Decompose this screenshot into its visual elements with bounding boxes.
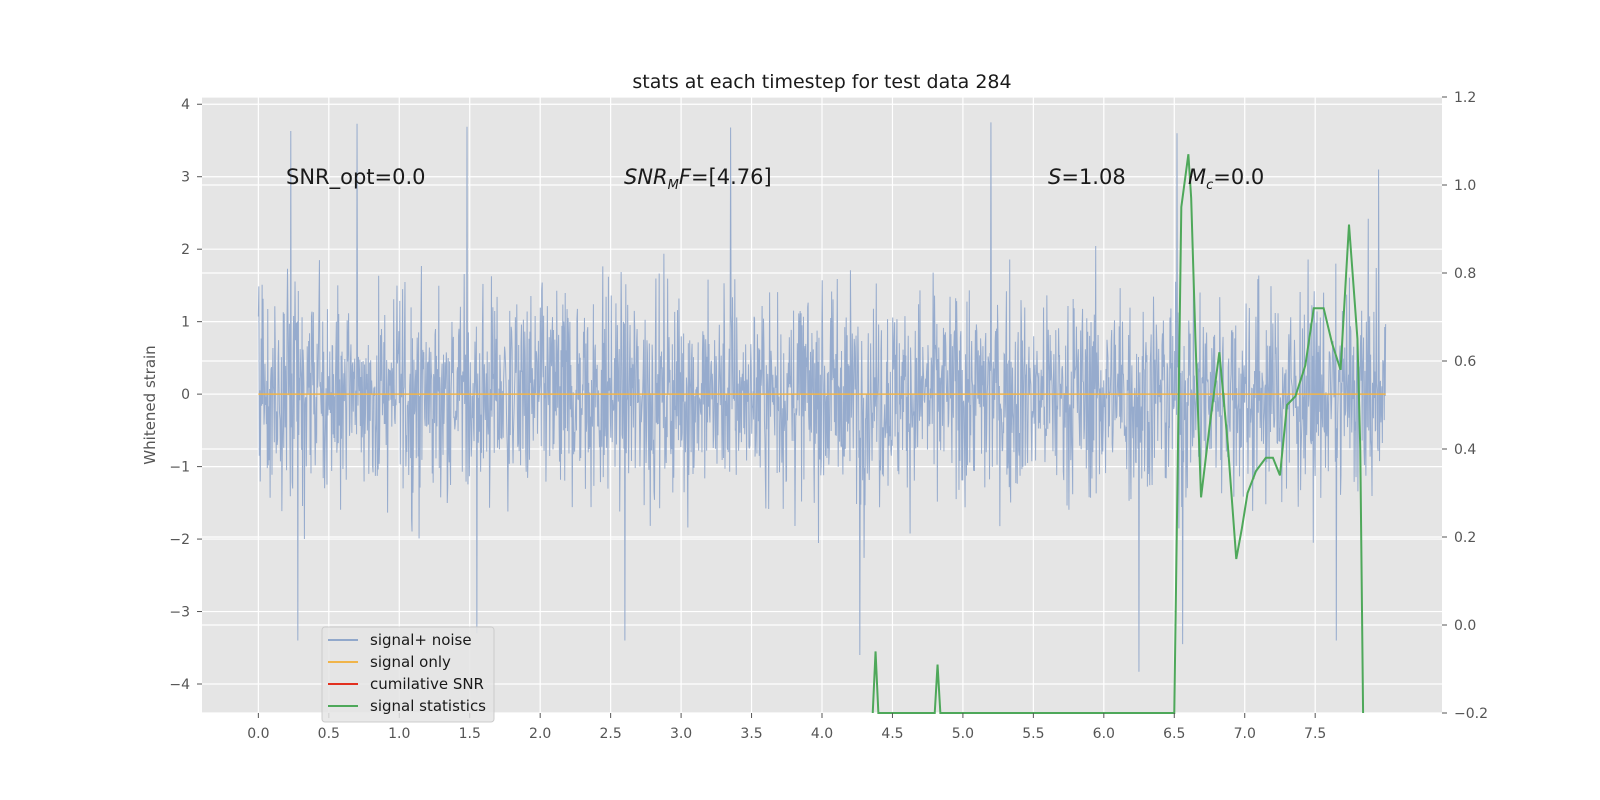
x-tick-label: 0.0: [247, 726, 269, 742]
y2-tick-label: 0.0: [1454, 618, 1476, 634]
annotation-mc: Mc=0.0: [1188, 165, 1264, 193]
legend-label-signal-only: signal only: [370, 653, 451, 671]
annotation-s: S=1.08: [1048, 165, 1126, 189]
y-tick-label: 4: [181, 97, 190, 113]
noise-trace: [257, 122, 1387, 672]
chart-title: stats at each timestep for test data 284: [632, 71, 1011, 93]
x-tick-label: 5.0: [952, 726, 974, 742]
series-signal-noise: [257, 122, 1387, 672]
y-tick-label: −4: [169, 677, 190, 693]
y-axis-ticks: 4 3 2 1 0 −1 −2 −3 −4: [169, 97, 202, 693]
series-signal-statistics-line: [871, 154, 1365, 714]
x-tick-label: 2.5: [600, 726, 622, 742]
y2-tick-label: 0.4: [1454, 442, 1476, 458]
x-tick-label: 5.5: [1022, 726, 1044, 742]
y-tick-label: −2: [169, 532, 190, 548]
annotation-snr-mf: SNRMF=[4.76]: [624, 165, 772, 193]
y-tick-label: −1: [169, 460, 190, 476]
x-axis-ticks: 0.0 0.5 1.0 1.5 2.0 2.5 3.0 3.5 4.0 4.5 5.0 5.5 6.0 6…: [247, 713, 1326, 742]
x-tick-label: 1.0: [388, 726, 410, 742]
y2-tick-label: 1.0: [1454, 178, 1476, 194]
y2-tick-label: 0.2: [1454, 530, 1476, 546]
x-tick-label: 7.5: [1304, 726, 1326, 742]
legend-box: [321, 626, 495, 723]
x-tick-label: 4.0: [811, 726, 833, 742]
annotations: SNR_opt=0.0 SNRMF=[4.76] S=1.08 Mc=0.0: [286, 165, 1264, 193]
y2-tick-label: 1.2: [1454, 90, 1476, 106]
x-tick-label: 6.5: [1163, 726, 1185, 742]
legend: signal+ noise signal only cumilative SNR…: [321, 626, 495, 723]
x-tick-label: 0.5: [318, 726, 340, 742]
legend-label-signal-noise: signal+ noise: [370, 631, 472, 649]
x-tick-label: 1.5: [459, 726, 481, 742]
y2-tick-label: 0.6: [1454, 354, 1476, 370]
x-tick-label: 6.0: [1093, 726, 1115, 742]
y-tick-label: −3: [169, 605, 190, 621]
annotation-snr-opt: SNR_opt=0.0: [286, 165, 426, 190]
y-tick-label: 0: [181, 387, 190, 403]
x-tick-label: 3.5: [740, 726, 762, 742]
y-tick-label: 1: [181, 315, 190, 331]
y2-axis-ticks: 1.2 1.0 0.8 0.6 0.4 0.2 0.0 −0.2: [1442, 90, 1488, 722]
x-tick-label: 3.0: [670, 726, 692, 742]
y-tick-label: 3: [181, 170, 190, 186]
x-tick-label: 4.5: [881, 726, 903, 742]
x-tick-label: 7.0: [1234, 726, 1256, 742]
y2-tick-label: −0.2: [1454, 706, 1488, 722]
x-tick-label: 2.0: [529, 726, 551, 742]
y-tick-label: 2: [181, 242, 190, 258]
y-axis-label: Whitened strain: [141, 345, 159, 464]
legend-label-signal-statistics: signal statistics: [370, 697, 486, 715]
y2-tick-label: 0.8: [1454, 266, 1476, 282]
legend-label-cumilative-snr: cumilative SNR: [370, 675, 484, 693]
